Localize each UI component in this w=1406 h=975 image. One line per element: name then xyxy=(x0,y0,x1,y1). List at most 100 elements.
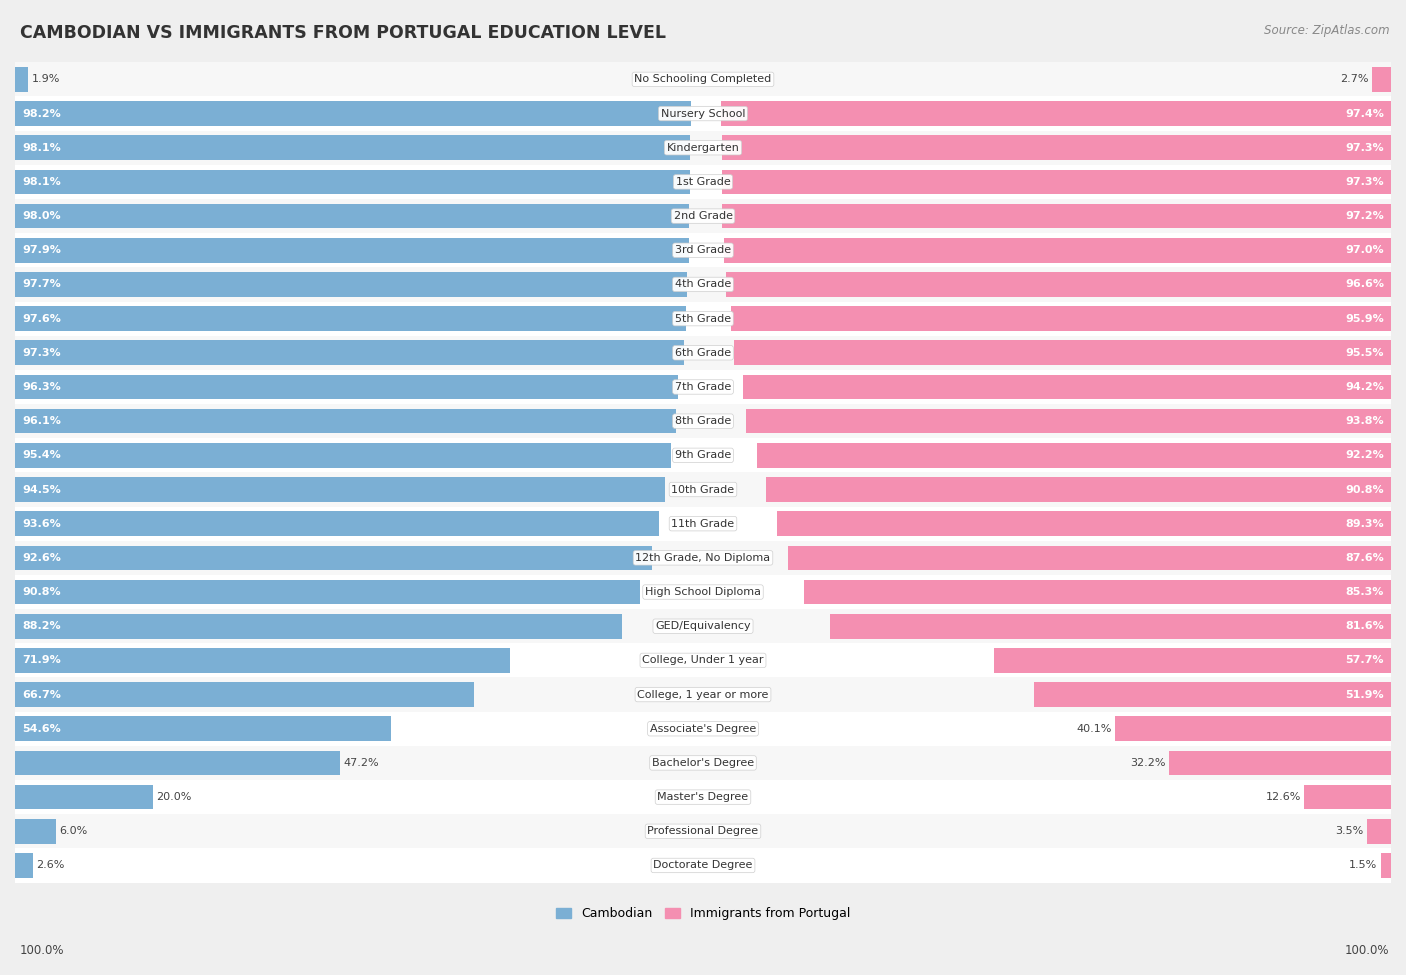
Text: 10th Grade: 10th Grade xyxy=(672,485,734,494)
Bar xyxy=(15,473,1391,507)
Text: High School Diploma: High School Diploma xyxy=(645,587,761,597)
Bar xyxy=(15,609,1391,644)
Bar xyxy=(15,267,1391,301)
Bar xyxy=(15,780,1391,814)
Text: 97.0%: 97.0% xyxy=(1346,246,1384,255)
Text: 98.1%: 98.1% xyxy=(22,176,60,187)
Bar xyxy=(745,409,1391,434)
Text: Nursery School: Nursery School xyxy=(661,108,745,119)
Bar xyxy=(15,511,659,536)
Text: 54.6%: 54.6% xyxy=(22,723,60,734)
Text: Source: ZipAtlas.com: Source: ZipAtlas.com xyxy=(1264,24,1389,37)
Text: Associate's Degree: Associate's Degree xyxy=(650,723,756,734)
Text: CAMBODIAN VS IMMIGRANTS FROM PORTUGAL EDUCATION LEVEL: CAMBODIAN VS IMMIGRANTS FROM PORTUGAL ED… xyxy=(20,24,665,42)
Bar xyxy=(776,511,1391,536)
Text: 6.0%: 6.0% xyxy=(59,826,89,837)
Bar xyxy=(15,404,1391,438)
Bar xyxy=(756,443,1391,468)
Bar xyxy=(15,575,1391,609)
Text: 90.8%: 90.8% xyxy=(22,587,60,597)
Bar xyxy=(1170,751,1391,775)
Text: 95.5%: 95.5% xyxy=(1346,348,1384,358)
Text: 40.1%: 40.1% xyxy=(1077,723,1112,734)
Text: 96.3%: 96.3% xyxy=(22,382,60,392)
Bar xyxy=(15,335,1391,370)
Bar xyxy=(15,678,1391,712)
Text: GED/Equivalency: GED/Equivalency xyxy=(655,621,751,631)
Bar xyxy=(15,97,1391,131)
Text: 89.3%: 89.3% xyxy=(1346,519,1384,528)
Text: 3rd Grade: 3rd Grade xyxy=(675,246,731,255)
Text: No Schooling Completed: No Schooling Completed xyxy=(634,74,772,85)
Text: 9th Grade: 9th Grade xyxy=(675,450,731,460)
Bar xyxy=(724,238,1391,262)
Bar xyxy=(15,374,678,400)
Bar xyxy=(15,340,685,365)
Bar xyxy=(721,136,1391,160)
Text: 98.1%: 98.1% xyxy=(22,142,60,153)
Bar xyxy=(742,374,1391,400)
Text: 97.3%: 97.3% xyxy=(22,348,60,358)
Bar xyxy=(15,131,1391,165)
Text: 12.6%: 12.6% xyxy=(1265,792,1301,802)
Text: 94.2%: 94.2% xyxy=(1346,382,1384,392)
Text: 97.3%: 97.3% xyxy=(1346,142,1384,153)
Text: 90.8%: 90.8% xyxy=(1346,485,1384,494)
Text: 12th Grade, No Diploma: 12th Grade, No Diploma xyxy=(636,553,770,563)
Bar xyxy=(15,62,1391,97)
Text: 4th Grade: 4th Grade xyxy=(675,280,731,290)
Text: 1.5%: 1.5% xyxy=(1348,861,1378,871)
Text: 1st Grade: 1st Grade xyxy=(676,176,730,187)
Bar xyxy=(15,644,1391,678)
Bar xyxy=(1367,819,1391,843)
Bar xyxy=(15,682,474,707)
Text: 100.0%: 100.0% xyxy=(1344,945,1389,957)
Bar xyxy=(15,199,1391,233)
Bar xyxy=(15,848,1391,882)
Bar xyxy=(1115,717,1391,741)
Text: 97.9%: 97.9% xyxy=(22,246,60,255)
Bar xyxy=(15,717,391,741)
Bar xyxy=(15,272,688,296)
Text: 97.2%: 97.2% xyxy=(1346,212,1384,221)
Text: 47.2%: 47.2% xyxy=(343,758,378,768)
Bar xyxy=(15,580,640,604)
Text: 66.7%: 66.7% xyxy=(22,689,60,700)
Text: 2.6%: 2.6% xyxy=(37,861,65,871)
Text: 57.7%: 57.7% xyxy=(1346,655,1384,665)
Bar xyxy=(830,614,1391,639)
Bar xyxy=(734,340,1391,365)
Bar xyxy=(766,477,1391,502)
Bar xyxy=(15,546,652,570)
Bar xyxy=(15,614,621,639)
Bar xyxy=(15,507,1391,541)
Text: 88.2%: 88.2% xyxy=(22,621,60,631)
Bar xyxy=(15,712,1391,746)
Text: 20.0%: 20.0% xyxy=(156,792,191,802)
Text: 3.5%: 3.5% xyxy=(1336,826,1364,837)
Bar xyxy=(994,648,1391,673)
Bar xyxy=(15,814,1391,848)
Text: 93.6%: 93.6% xyxy=(22,519,60,528)
Text: College, 1 year or more: College, 1 year or more xyxy=(637,689,769,700)
Bar xyxy=(1372,67,1391,92)
Bar xyxy=(721,101,1391,126)
Bar xyxy=(15,541,1391,575)
Bar xyxy=(15,751,340,775)
Text: 92.2%: 92.2% xyxy=(1346,450,1384,460)
Text: 2nd Grade: 2nd Grade xyxy=(673,212,733,221)
Text: 98.2%: 98.2% xyxy=(22,108,60,119)
Text: 92.6%: 92.6% xyxy=(22,553,60,563)
Text: Kindergarten: Kindergarten xyxy=(666,142,740,153)
Bar xyxy=(15,301,1391,335)
Text: 8th Grade: 8th Grade xyxy=(675,416,731,426)
Text: 7th Grade: 7th Grade xyxy=(675,382,731,392)
Bar xyxy=(15,443,671,468)
Text: 11th Grade: 11th Grade xyxy=(672,519,734,528)
Text: 51.9%: 51.9% xyxy=(1346,689,1384,700)
Text: 87.6%: 87.6% xyxy=(1346,553,1384,563)
Text: 32.2%: 32.2% xyxy=(1130,758,1166,768)
Bar xyxy=(15,746,1391,780)
Bar xyxy=(1305,785,1391,809)
Text: 81.6%: 81.6% xyxy=(1346,621,1384,631)
